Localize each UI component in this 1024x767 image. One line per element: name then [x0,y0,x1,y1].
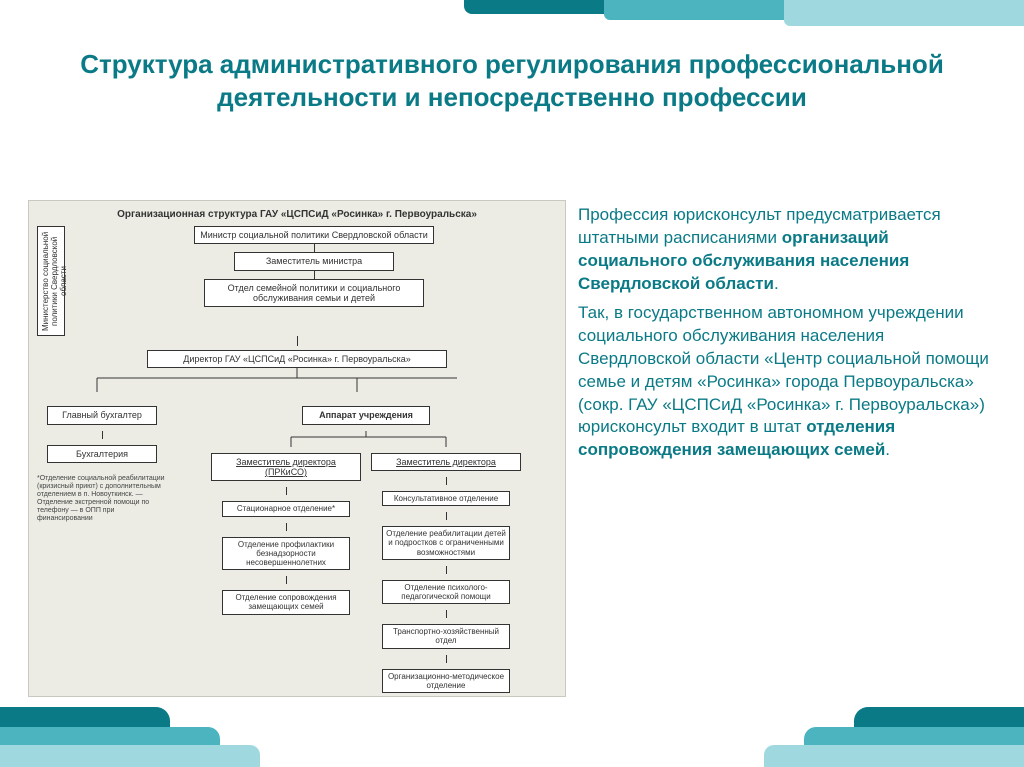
unit-right-3: Транспортно-хозяйственный отдел [382,624,510,648]
box-family-dept: Отдел семейной политики и социального об… [204,279,424,308]
ministry-sidebar: Министерство социальной политики Свердло… [37,226,65,336]
decor-top [0,0,1024,28]
box-dep-dir-2: Заместитель директора [371,453,521,471]
box-minister: Министр социальной политики Свердловской… [194,226,434,244]
paragraph-1: Профессия юрисконсульт предусматривается… [578,204,996,296]
unit-left-0: Стационарное отделение* [222,501,350,516]
box-apparatus: Аппарат учреждения [302,406,430,424]
unit-left-1: Отделение профилактики безнадзорности не… [222,537,350,571]
page-title: Структура административного регулировани… [40,48,984,113]
unit-right-2: Отделение психолого-педагогической помощ… [382,580,510,604]
org-footnote: *Отделение социальной реабилитации (криз… [37,475,167,523]
org-chart: Организационная структура ГАУ «ЦСПСиД «Р… [28,200,566,697]
side-text: Профессия юрисконсульт предусматривается… [578,200,996,697]
unit-right-0: Консультативное отделение [382,491,510,506]
unit-left-2: Отделение сопровождения замещающих семей [222,590,350,614]
content-area: Организационная структура ГАУ «ЦСПСиД «Р… [28,200,996,697]
org-chart-title: Организационная структура ГАУ «ЦСПСиД «Р… [37,209,557,220]
box-dep-dir-1: Заместитель директора (ПРКиСО) [211,453,361,482]
box-deputy-minister: Заместитель министра [234,252,394,270]
paragraph-2: Так, в государственном автономном учрежд… [578,302,996,463]
box-bookkeeping: Бухгалтерия [47,445,157,463]
box-director: Директор ГАУ «ЦСПСиД «Росинка» г. Первоу… [147,350,447,368]
box-accountant: Главный бухгалтер [47,406,157,424]
unit-right-4: Организационно-методическое отделение [382,669,510,693]
unit-right-1: Отделение реабилитации детей и подростко… [382,526,510,560]
